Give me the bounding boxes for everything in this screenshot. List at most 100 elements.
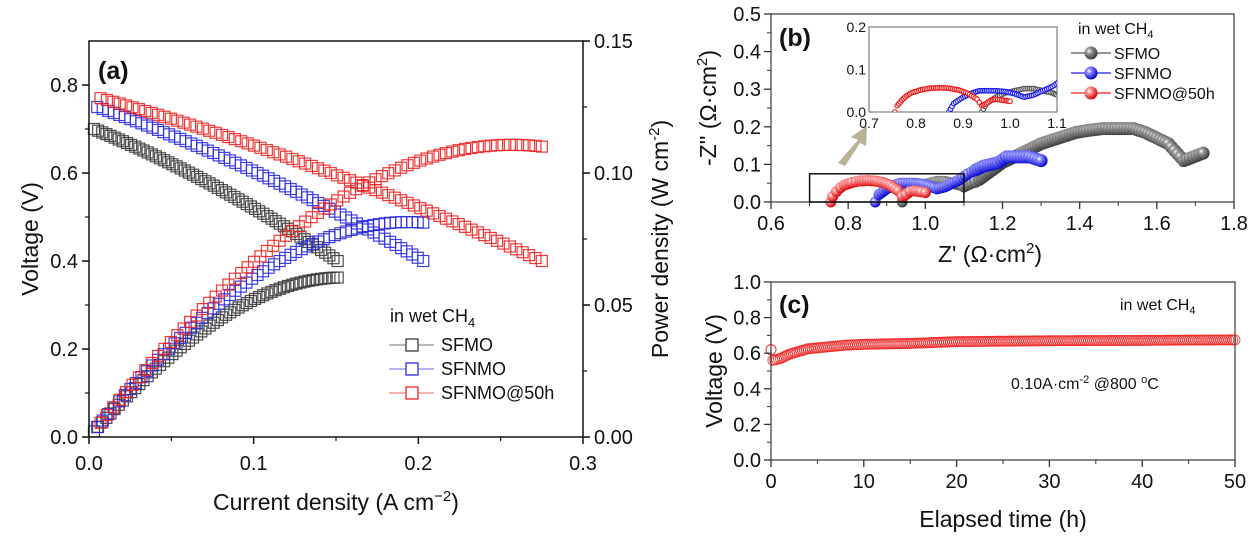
panel-c-x-tick-label: 0 — [765, 471, 776, 493]
panel-b-y-tick-label: 0.4 — [733, 42, 761, 64]
voltage-point-SFMO — [207, 179, 220, 192]
panel-a-x-tick-label: 0.3 — [569, 453, 597, 475]
power-point-SFNMO@50h — [458, 142, 472, 156]
legend-label-SFNMO@50h: SFNMO@50h — [1114, 86, 1215, 103]
power-point-SFMO — [186, 331, 200, 344]
voltage-point-SFNMO@50h — [522, 249, 536, 262]
voltage-point-SFMO — [244, 200, 258, 213]
panel-b-ticks: 0.6 0.8 1.0 1.2 1.4 1.6 1.8 0.0 0.1 0.2 0.3 0.4 0.5 — [733, 4, 1248, 235]
voltage-point-SFNMO@50h — [247, 139, 261, 152]
voltage-point-SFNMO@50h — [132, 103, 146, 116]
panel-b-x-tick-label: 0.8 — [834, 213, 862, 235]
power-point-SFMO — [248, 292, 262, 306]
voltage-point-SFNMO@50h — [203, 124, 216, 137]
inset-point-SFNMO — [1059, 78, 1064, 83]
inset-point-SFMO — [1060, 90, 1065, 95]
voltage-point-SFNMO@50h — [94, 92, 107, 105]
voltage-point-SFNMO@50h — [382, 189, 395, 202]
panel-b-label: (b) — [779, 24, 811, 52]
voltage-point-SFMO — [125, 138, 138, 151]
voltage-point-SFNMO@50h — [458, 220, 472, 233]
power-point-SFNMO@50h — [420, 152, 433, 165]
power-point-SFNMO@50h — [382, 167, 395, 180]
panel-c-label: (c) — [779, 291, 810, 319]
voltage-point-SFMO — [228, 190, 241, 204]
voltage-point-SFNMO@50h — [337, 171, 350, 184]
power-point-SFMO — [253, 290, 266, 304]
inset-x-tick-label: 0.8 — [906, 115, 926, 131]
power-point-SFNMO@50h — [145, 356, 158, 370]
power-point-SFNMO@50h — [139, 364, 152, 377]
power-point-SFNMO@50h — [427, 150, 440, 163]
inset-data — [891, 78, 1065, 112]
panel-b-x-axis-title: Z' (Ω·cm2) — [938, 240, 1042, 267]
legend-marker-SFMO — [1084, 46, 1098, 60]
voltage-point-SFNMO@50h — [427, 207, 440, 220]
panel-b-x-tick-label: 1.8 — [1220, 213, 1248, 235]
voltage-point-SFNMO@50h — [439, 212, 452, 225]
panel-b-x-tick-label: 1.2 — [989, 213, 1017, 235]
panel-b-x-tick-label: 1.6 — [1143, 213, 1171, 235]
power-point-SFMO — [306, 273, 319, 287]
power-point-SFNMO@50h — [433, 148, 446, 161]
panel-a-legend-title: in wet CH4 — [390, 306, 475, 330]
power-point-SFNMO@50h — [490, 139, 504, 152]
power-point-SFNMO@50h — [183, 315, 197, 329]
power-point-SFNMO@50h — [151, 349, 165, 362]
voltage-point-SFNMO@50h — [465, 223, 478, 236]
voltage-point-SFNMO@50h — [107, 95, 120, 108]
voltage-point-SFNMO@50h — [139, 104, 152, 118]
voltage-point-SFMO — [224, 188, 237, 201]
power-point-SFNMO@50h — [126, 378, 139, 391]
legend-marker-SFMO — [405, 338, 419, 352]
panel-c-ticks: 0 10 20 30 40 50 0.0 0.2 0.4 0.6 0.8 1.0 — [733, 272, 1246, 493]
power-point-SFNMO@50h — [529, 139, 542, 153]
power-point-SFNMO@50h — [158, 342, 171, 356]
power-point-SFNMO@50h — [471, 140, 484, 154]
power-point-SFNMO@50h — [331, 194, 344, 207]
inset-point-SFNMO@50h — [891, 109, 898, 112]
point-SFMO — [1196, 146, 1210, 160]
panel-a-y-tick-label: 0.2 — [50, 339, 78, 361]
voltage-point-SFNMO@50h — [343, 174, 357, 187]
inset-x-tick-label: 1.1 — [1047, 115, 1067, 131]
voltage-point-SFNMO@50h — [369, 183, 382, 197]
panel-a: 0.0 0.1 0.2 0.3 0.0 0.2 0.4 0.6 0.8 0.00 0.05 0.10 0… — [17, 31, 673, 515]
voltage-point-SFNMO@50h — [407, 199, 421, 212]
power-point-SFNMO@50h — [203, 296, 216, 309]
voltage-point-SFMO — [100, 128, 113, 141]
power-point-SFNMO@50h — [343, 186, 357, 199]
inset-x-tick-label: 0.7 — [859, 115, 879, 131]
voltage-point-SFNMO@50h — [279, 150, 293, 163]
voltage-point-SFMO — [174, 162, 187, 175]
voltage-point-SFNMO@50h — [177, 116, 190, 129]
power-point-SFNMO@50h — [196, 302, 209, 316]
power-point-SFMO — [232, 301, 245, 314]
panel-c-x-tick-label: 20 — [945, 471, 967, 493]
voltage-point-SFNMO@50h — [484, 231, 497, 245]
power-point-SFMO — [145, 366, 158, 379]
power-point-SFMO — [162, 351, 175, 364]
panel-c-y-tick-label: 0.2 — [733, 414, 761, 436]
voltage-point-SFNMO@50h — [100, 93, 114, 107]
panel-b-x-tick-label: 1.4 — [1066, 213, 1094, 235]
voltage-point-SFMO — [220, 186, 233, 199]
panel-c-y-tick-label: 0.0 — [733, 450, 761, 472]
legend-marker-SFNMO@50h — [1084, 86, 1098, 100]
legend-marker-SFNMO — [1084, 66, 1098, 80]
power-point-SFMO — [286, 278, 299, 291]
voltage-point-SFMO — [129, 140, 142, 153]
legend-label-SFMO: SFMO — [441, 335, 493, 355]
inset-y-tick-label: 0.0 — [847, 104, 867, 120]
voltage-point-SFNMO@50h — [414, 201, 427, 215]
voltage-point-SFNMO@50h — [215, 128, 229, 142]
panel-a-ticks: 0.0 0.1 0.2 0.3 0.0 0.2 0.4 0.6 0.8 0.00 0.05 0.10 0… — [50, 31, 633, 475]
voltage-point-SFNMO@50h — [446, 215, 459, 228]
panel-b-y-tick-label: 0.3 — [733, 79, 761, 101]
voltage-point-SFNMO@50h — [433, 209, 446, 223]
legend-label-SFNMO@50h: SFNMO@50h — [441, 383, 554, 403]
voltage-point-SFMO — [137, 144, 150, 157]
power-point-SFNMO@50h — [510, 138, 523, 151]
voltage-point-SFNMO@50h — [120, 99, 133, 112]
